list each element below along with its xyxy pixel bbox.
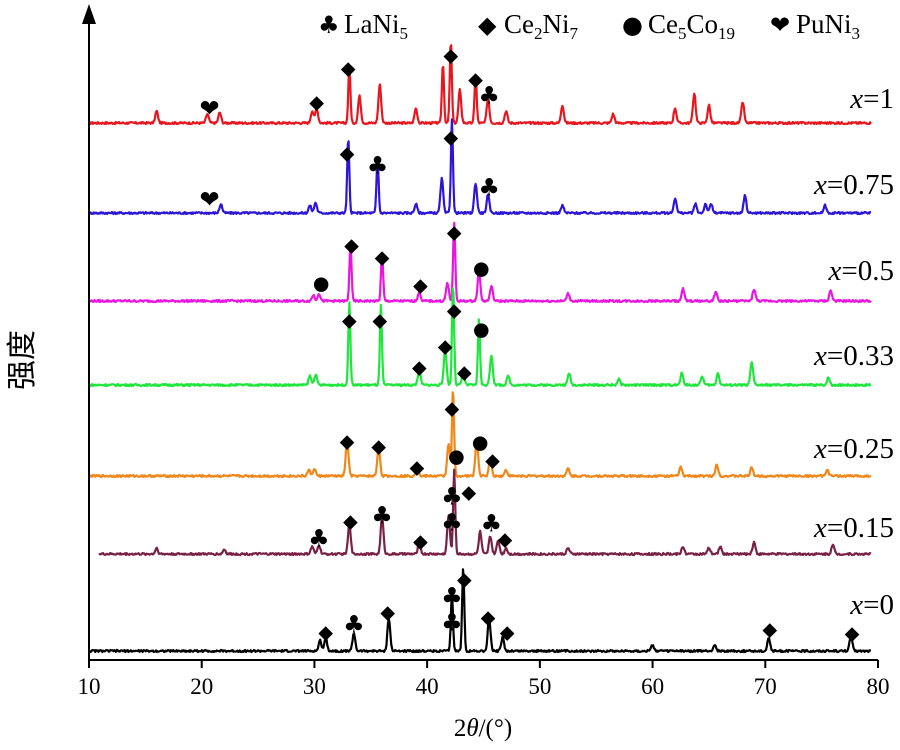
phase-marker: ◆ bbox=[447, 300, 462, 322]
phase-marker: ❤ bbox=[200, 185, 220, 213]
phase-marker: ◆ bbox=[413, 275, 428, 297]
legend-symbol: ● bbox=[622, 11, 643, 39]
phase-marker: ◆ bbox=[485, 450, 500, 472]
y-axis-arrow bbox=[82, 4, 96, 24]
series-line bbox=[88, 44, 872, 126]
x-ticks: 10 20 30 40 50 60 70 80 bbox=[78, 660, 890, 699]
phase-marker: ◆ bbox=[438, 336, 453, 358]
phase-marker: ◆ bbox=[457, 569, 472, 591]
phase-marker: ♣ bbox=[343, 610, 365, 638]
phase-marker: ◆ bbox=[444, 45, 459, 67]
series-line bbox=[98, 468, 872, 557]
x-tick-label: 40 bbox=[416, 674, 439, 699]
phase-marker: ❤ bbox=[200, 94, 220, 122]
x-axis-label: 2θ/(°) bbox=[454, 715, 512, 742]
phase-marker: ◆ bbox=[457, 362, 472, 384]
phase-marker: ● bbox=[313, 273, 330, 295]
series-label: x=0.15 bbox=[813, 512, 894, 544]
phase-marker: ◆ bbox=[500, 622, 515, 644]
x-axis-label-prefix: 2 bbox=[454, 715, 467, 742]
phase-marker: ◆ bbox=[371, 436, 386, 458]
phase-marker: ◆ bbox=[445, 398, 460, 420]
phase-marker: ♣ bbox=[371, 501, 393, 529]
x-tick-label: 50 bbox=[528, 674, 551, 699]
series-label: x=1 bbox=[849, 83, 894, 115]
phase-marker: ● bbox=[472, 432, 489, 454]
series-label: x=0.33 bbox=[813, 340, 894, 372]
x-tick-label: 30 bbox=[303, 674, 326, 699]
phase-marker: ◆ bbox=[468, 69, 483, 91]
series-label: x=0.25 bbox=[813, 433, 894, 465]
phase-marker: ◆ bbox=[318, 622, 333, 644]
x-tick-label: 80 bbox=[867, 674, 890, 699]
x-tick-label: 70 bbox=[754, 674, 777, 699]
phase-marker: ♣ bbox=[441, 582, 463, 610]
phase-marker: ♣ bbox=[441, 508, 463, 536]
phase-marker: ◆ bbox=[343, 511, 358, 533]
phase-marker: ♣ bbox=[308, 524, 330, 552]
phase-marker: ◆ bbox=[413, 531, 428, 553]
series-label: x=0.5 bbox=[828, 255, 894, 287]
phase-marker: ◆ bbox=[372, 310, 387, 332]
x-tick-label: 60 bbox=[641, 674, 664, 699]
legend-symbol: ❤ bbox=[770, 11, 790, 39]
series-line bbox=[88, 118, 872, 216]
legend-label: Ce2Ni7 bbox=[504, 9, 579, 43]
x-tick-label: 10 bbox=[78, 674, 101, 699]
legend-item: ◆ Ce2Ni7 bbox=[478, 9, 579, 43]
series-line bbox=[88, 391, 872, 479]
axes: 10 20 30 40 50 60 70 80 bbox=[78, 4, 890, 699]
legend-item: ● Ce5Co19 bbox=[622, 9, 735, 43]
phase-marker: ♣ bbox=[478, 81, 500, 109]
phase-marker: ◆ bbox=[447, 222, 462, 244]
legend-item: ❤ PuNi3 bbox=[770, 9, 860, 43]
phase-marker: ◆ bbox=[340, 431, 355, 453]
series-line bbox=[88, 287, 872, 388]
x-axis-label-theta: θ bbox=[466, 715, 478, 742]
phase-marker: ◆ bbox=[410, 457, 425, 479]
phase-marker: ◆ bbox=[340, 143, 355, 165]
phase-marker: ● bbox=[448, 446, 465, 468]
x-tick-label: 20 bbox=[190, 674, 213, 699]
legend-label: Ce5Co19 bbox=[648, 9, 735, 43]
marker-layer: ❤ ◆◆◆◆♣❤◆ ♣◆♣●◆◆◆◆●◆ ◆◆◆◆◆●◆ ◆◆◆●●◆♣◆ ♣◆♣♣◆♣◆… bbox=[200, 45, 860, 645]
x-axis-label-unit: /(°) bbox=[479, 715, 513, 742]
phase-marker: ◆ bbox=[762, 619, 777, 641]
series-line bbox=[88, 568, 872, 654]
chart-legend: ♣ LaNi5 ◆ Ce2Ni7 ● Ce5Co19 ❤ PuNi3 bbox=[318, 9, 860, 43]
legend-label: LaNi5 bbox=[344, 9, 408, 43]
series-line bbox=[88, 221, 872, 304]
series-layer bbox=[88, 44, 872, 654]
phase-marker: ◆ bbox=[341, 58, 356, 80]
phase-marker: ◆ bbox=[342, 310, 357, 332]
phase-marker: ♣ bbox=[367, 151, 389, 179]
y-axis-label: 强度 bbox=[6, 330, 39, 390]
phase-marker: ◆ bbox=[344, 235, 359, 257]
phase-marker: ♣ bbox=[441, 608, 463, 636]
legend-label: PuNi3 bbox=[796, 9, 860, 43]
legend-item: ♣ LaNi5 bbox=[318, 9, 408, 43]
phase-marker: ♣ bbox=[441, 482, 463, 510]
phase-marker: ◆ bbox=[380, 602, 395, 624]
series-labels: x=1 x=0.75 x=0.5 x=0.33 x=0.25 x=0.15 x=0 bbox=[813, 83, 894, 621]
phase-marker: ♣ bbox=[481, 509, 503, 537]
phase-marker: ◆ bbox=[412, 357, 427, 379]
phase-marker: ◆ bbox=[309, 92, 324, 114]
phase-marker: ◆ bbox=[444, 127, 459, 149]
phase-marker: ◆ bbox=[845, 623, 860, 645]
phase-marker: ◆ bbox=[375, 247, 390, 269]
phase-marker: ● bbox=[473, 319, 490, 341]
phase-marker: ● bbox=[473, 258, 490, 280]
phase-marker: ◆ bbox=[498, 529, 513, 551]
phase-marker: ◆ bbox=[462, 482, 477, 504]
legend-symbol: ◆ bbox=[478, 11, 497, 39]
series-label: x=0.75 bbox=[813, 169, 894, 201]
legend-symbol: ♣ bbox=[318, 11, 340, 39]
series-label: x=0 bbox=[849, 589, 894, 621]
phase-marker: ◆ bbox=[481, 607, 496, 629]
phase-marker: ♣ bbox=[478, 173, 500, 201]
